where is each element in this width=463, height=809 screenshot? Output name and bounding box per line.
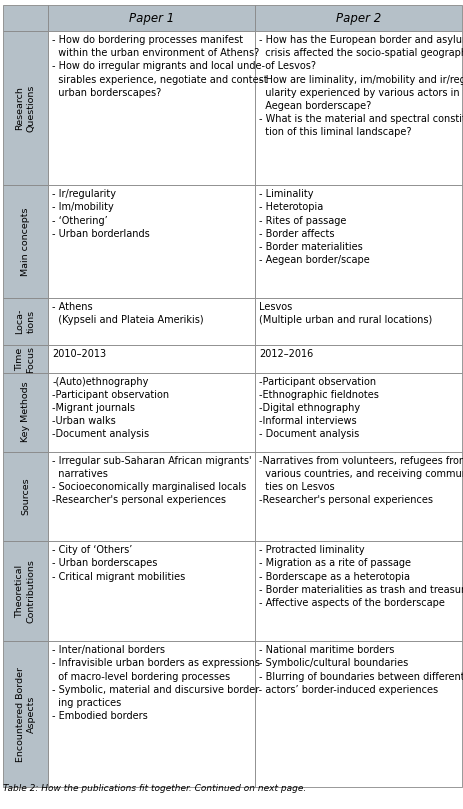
Bar: [255, 31, 461, 185]
Text: -Participant observation
-Ethnographic fieldnotes
-Digital ethnography
-Informal: -Participant observation -Ethnographic f…: [258, 376, 378, 439]
Text: Research
Questions: Research Questions: [15, 84, 36, 132]
Text: Paper 2: Paper 2: [335, 11, 380, 24]
Text: - Inter/national borders
- Infravisible urban borders as expressions
  of macro-: - Inter/national borders - Infravisible …: [52, 646, 262, 721]
Text: 2010–2013: 2010–2013: [52, 349, 106, 359]
Text: Theoretical
Contributions: Theoretical Contributions: [15, 559, 36, 623]
Text: Time
Focus: Time Focus: [15, 345, 36, 372]
Bar: [48, 298, 255, 345]
Text: - City of ‘Others’
- Urban borderscapes
- Critical migrant mobilities: - City of ‘Others’ - Urban borderscapes …: [52, 545, 185, 582]
Bar: [255, 185, 461, 298]
Bar: [48, 31, 255, 185]
Text: - Irregular sub-Saharan African migrants'
  narratives
- Socioeconomically margi: - Irregular sub-Saharan African migrants…: [52, 455, 251, 506]
Bar: [3, 185, 48, 298]
Text: Lesvos
(Multiple urban and rural locations): Lesvos (Multiple urban and rural locatio…: [258, 302, 432, 324]
Text: Sources: Sources: [21, 477, 30, 515]
Bar: [3, 642, 48, 787]
Bar: [48, 642, 255, 787]
Bar: [3, 5, 48, 31]
Bar: [48, 345, 255, 373]
Bar: [255, 541, 461, 642]
Text: - Liminality
- Heterotopia
- Rites of passage
- Border affects
- Border material: - Liminality - Heterotopia - Rites of pa…: [258, 189, 369, 265]
Bar: [48, 373, 255, 451]
Text: -Narratives from volunteers, refugees from
  various countries, and receiving co: -Narratives from volunteers, refugees fr…: [258, 455, 463, 506]
Text: Encountered Border
Aspects: Encountered Border Aspects: [15, 667, 36, 761]
Bar: [3, 373, 48, 451]
Bar: [48, 451, 255, 541]
Text: - Ir/regularity
- Im/mobility
- ‘Othering’
- Urban borderlands: - Ir/regularity - Im/mobility - ‘Otherin…: [52, 189, 150, 239]
Bar: [3, 298, 48, 345]
Bar: [3, 31, 48, 185]
Bar: [48, 185, 255, 298]
Bar: [255, 642, 461, 787]
Text: Paper 1: Paper 1: [129, 11, 174, 24]
Text: - National maritime borders
- Symbolic/cultural boundaries
- Blurring of boundar: - National maritime borders - Symbolic/c…: [258, 646, 463, 695]
Text: - How has the European border and asylum
  crisis affected the socio-spatial geo: - How has the European border and asylum…: [258, 35, 463, 138]
Text: - How do bordering processes manifest
  within the urban environment of Athens?
: - How do bordering processes manifest wi…: [52, 35, 267, 98]
Bar: [48, 541, 255, 642]
Bar: [3, 345, 48, 373]
Text: - Athens
  (Kypseli and Plateia Amerikis): - Athens (Kypseli and Plateia Amerikis): [52, 302, 203, 324]
Text: Loca-
tions: Loca- tions: [15, 309, 36, 334]
Bar: [255, 345, 461, 373]
Text: Table 2: How the publications fit together. Continued on next page.: Table 2: How the publications fit togeth…: [3, 784, 306, 793]
Bar: [48, 5, 255, 31]
Bar: [255, 5, 461, 31]
Bar: [3, 541, 48, 642]
Bar: [3, 451, 48, 541]
Bar: [255, 373, 461, 451]
Text: -(Auto)ethnography
-Participant observation
-Migrant journals
-Urban walks
-Docu: -(Auto)ethnography -Participant observat…: [52, 376, 169, 439]
Text: - Protracted liminality
- Migration as a rite of passage
- Borderscape as a hete: - Protracted liminality - Migration as a…: [258, 545, 463, 608]
Bar: [255, 451, 461, 541]
Text: Main concepts: Main concepts: [21, 207, 30, 276]
Bar: [255, 298, 461, 345]
Text: 2012–2016: 2012–2016: [258, 349, 313, 359]
Text: Key Methods: Key Methods: [21, 382, 30, 443]
